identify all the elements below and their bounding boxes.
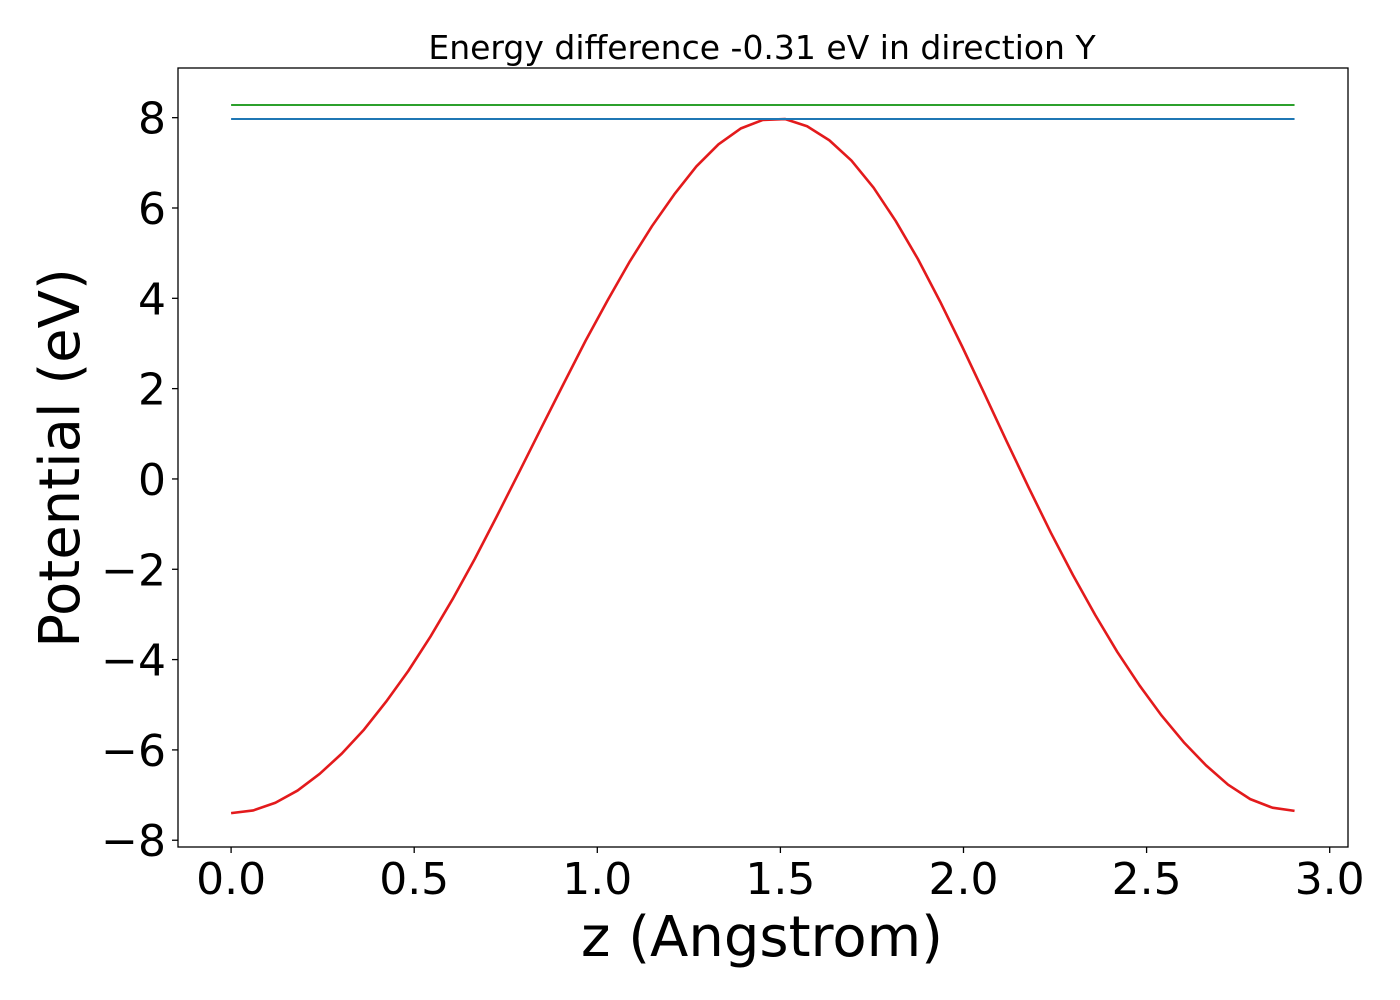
plot-area-frame (177, 67, 1349, 848)
chart-title: Energy difference -0.31 eV in direction … (428, 28, 1096, 67)
y-tick-label: 0 (138, 455, 166, 506)
y-axis: −8 −6 −4 −2 0 2 4 6 8 (101, 94, 178, 867)
x-tick-label: 1.5 (745, 854, 815, 905)
x-axis-label: z (Angstrom) (581, 905, 943, 970)
y-tick-label: −2 (101, 545, 166, 596)
y-tick-label: 2 (138, 365, 166, 416)
y-tick-label: −6 (101, 726, 166, 777)
x-axis: 0.0 0.5 1.0 1.5 2.0 2.5 3.0 (196, 847, 1365, 905)
x-tick-label: 2.0 (929, 854, 999, 905)
y-tick-label: −8 (101, 816, 166, 867)
y-tick-label: 4 (138, 274, 166, 325)
x-tick-label: 2.5 (1112, 854, 1182, 905)
y-tick-label: −4 (101, 636, 166, 687)
x-tick-label: 0.0 (196, 854, 266, 905)
y-axis-label: Potential (eV) (28, 268, 93, 648)
y-tick-label: 8 (138, 94, 166, 145)
series-layer (230, 104, 1295, 815)
x-tick-label: 0.5 (379, 854, 449, 905)
x-tick-label: 3.0 (1295, 854, 1365, 905)
y-tick-label: 6 (138, 184, 166, 235)
x-tick-label: 1.0 (562, 854, 632, 905)
